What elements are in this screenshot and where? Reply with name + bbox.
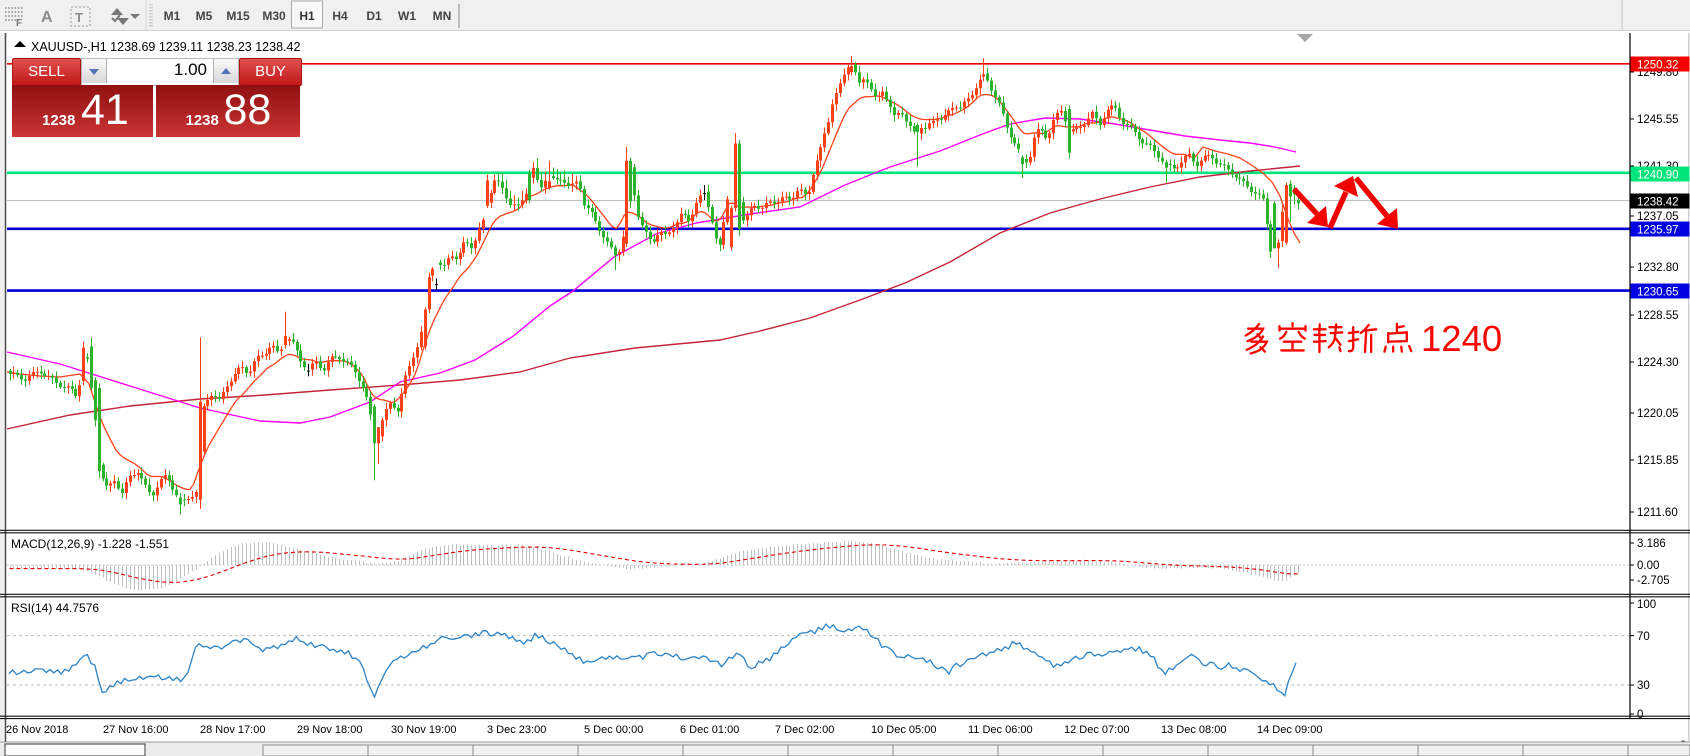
- svg-text:T: T: [75, 10, 83, 25]
- svg-text:1228.55: 1228.55: [1637, 310, 1679, 322]
- svg-text:3 Dec 23:00: 3 Dec 23:00: [487, 724, 546, 736]
- svg-text:1237.05: 1237.05: [1637, 211, 1679, 223]
- svg-text:70: 70: [1637, 631, 1650, 643]
- svg-text:5 Dec 00:00: 5 Dec 00:00: [584, 724, 643, 736]
- svg-text:1232.80: 1232.80: [1637, 262, 1679, 274]
- svg-text:F: F: [16, 18, 22, 29]
- svg-text:1240.90: 1240.90: [1637, 170, 1679, 182]
- svg-text:1235.97: 1235.97: [1637, 225, 1679, 237]
- svg-text:XAUUSD-,H1 1238.69 1239.11 1: XAUUSD-,H1 1238.69 1239.11 1238.23 1238.…: [31, 40, 300, 54]
- svg-text:1250.32: 1250.32: [1637, 60, 1679, 72]
- svg-text:1240: 1240: [1421, 318, 1502, 359]
- svg-text:27 Nov 16:00: 27 Nov 16:00: [103, 724, 168, 736]
- svg-text:100: 100: [1637, 599, 1656, 611]
- svg-text:14 Dec 09:00: 14 Dec 09:00: [1257, 724, 1322, 736]
- svg-text:1224.30: 1224.30: [1637, 357, 1679, 369]
- svg-text:12 Dec 07:00: 12 Dec 07:00: [1064, 724, 1129, 736]
- svg-text:0.00: 0.00: [1637, 560, 1659, 572]
- svg-text:0: 0: [1637, 709, 1643, 721]
- svg-text:11 Dec 06:00: 11 Dec 06:00: [968, 724, 1033, 736]
- svg-text:-2.705: -2.705: [1637, 575, 1670, 587]
- svg-text:30 Nov 19:00: 30 Nov 19:00: [391, 724, 456, 736]
- svg-text:30: 30: [1637, 680, 1650, 692]
- svg-text:1230.65: 1230.65: [1637, 287, 1679, 299]
- svg-text:13 Dec 08:00: 13 Dec 08:00: [1161, 724, 1226, 736]
- svg-text:28 Nov 17:00: 28 Nov 17:00: [200, 724, 265, 736]
- svg-text:1211.60: 1211.60: [1637, 507, 1678, 519]
- svg-text:1238.42: 1238.42: [1637, 197, 1679, 209]
- svg-text:29 Nov 18:00: 29 Nov 18:00: [297, 724, 362, 736]
- svg-text:10 Dec 05:00: 10 Dec 05:00: [871, 724, 936, 736]
- svg-text:1220.05: 1220.05: [1637, 408, 1679, 420]
- svg-text:1245.55: 1245.55: [1637, 114, 1679, 126]
- svg-text:6 Dec 01:00: 6 Dec 01:00: [680, 724, 739, 736]
- svg-text:26 Nov 2018: 26 Nov 2018: [6, 724, 68, 736]
- svg-text:1215.85: 1215.85: [1637, 455, 1679, 467]
- svg-text:MACD(12,26,9) -1.228 -1.551: MACD(12,26,9) -1.228 -1.551: [11, 537, 169, 551]
- svg-text:7 Dec 02:00: 7 Dec 02:00: [775, 724, 834, 736]
- svg-text:3.186: 3.186: [1637, 538, 1666, 550]
- svg-text:A: A: [41, 9, 53, 26]
- svg-text:RSI(14) 44.7576: RSI(14) 44.7576: [11, 601, 99, 615]
